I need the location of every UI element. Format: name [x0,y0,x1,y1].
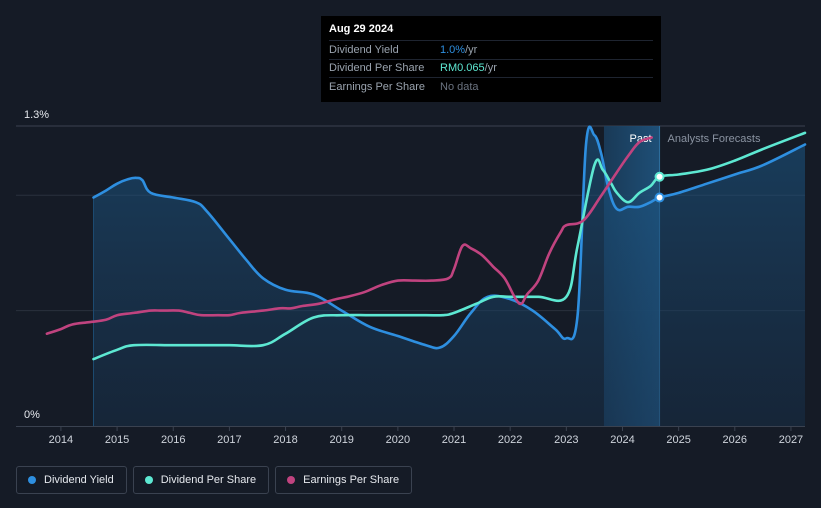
x-tick-label: 2027 [779,434,803,446]
x-tick-label: 2026 [723,434,747,446]
tooltip: Aug 29 2024 Dividend Yield 1.0% /yr Divi… [321,16,661,102]
x-tick-label: 2019 [329,434,353,446]
tooltip-label: Earnings Per Share [329,80,425,93]
x-tick-label: 2022 [498,434,522,446]
legend-label: Earnings Per Share [303,474,400,486]
tooltip-value: 1.0% [440,43,466,56]
tooltip-value: RM0.065 [440,62,485,75]
dividend-yield-line [92,125,807,350]
forecast-label: Analysts Forecasts [668,133,761,145]
legend-label: Dividend Yield [44,474,114,486]
x-tick-label: 2025 [666,434,690,446]
x-tick-label: 2020 [386,434,410,446]
dividend-per-share-marker [654,171,665,182]
x-tick-label: 2024 [610,434,634,446]
tooltip-unit: /yr [465,43,478,56]
x-tick-label: 2016 [161,434,185,446]
legend-item-earnings-per-share[interactable]: Earnings Per Share [275,466,413,494]
legend-item-dividend-per-share[interactable]: Dividend Per Share [132,466,270,494]
tooltip-row-earnings-per-share: Earnings Per Share No data [329,77,653,96]
x-tick-label: 2023 [554,434,578,446]
tooltip-value: No data [440,80,479,93]
y-tick-label: 1.3% [24,109,49,121]
y-tick-label: 0% [24,409,40,421]
tooltip-unit: /yr [484,62,497,75]
legend-dot-icon [287,476,296,484]
dividend-yield-area [93,126,805,427]
chart-legend: Dividend Yield Dividend Per Share Earnin… [16,466,413,494]
tooltip-label: Dividend Per Share [329,62,425,75]
x-tick-label: 2017 [217,434,241,446]
tooltip-label: Dividend Yield [329,43,399,56]
legend-dot-icon [144,476,153,484]
legend-item-dividend-yield[interactable]: Dividend Yield [16,466,127,494]
tooltip-row-dividend-yield: Dividend Yield 1.0% /yr [329,40,653,59]
x-tick-label: 2021 [442,434,466,446]
x-tick-label: 2014 [49,434,73,446]
legend-label: Dividend Per Share [160,474,257,486]
x-tick-label: 2015 [105,434,129,446]
earnings-per-share-line [45,136,653,335]
past-label: Past [630,133,652,145]
legend-dot-icon [28,476,36,484]
dividend-yield-marker [654,192,665,203]
dividend-per-share-line [92,131,807,361]
tooltip-row-dividend-per-share: Dividend Per Share RM0.065 /yr [329,58,653,78]
tooltip-date: Aug 29 2024 [329,23,394,35]
x-tick-label: 2018 [273,434,297,446]
